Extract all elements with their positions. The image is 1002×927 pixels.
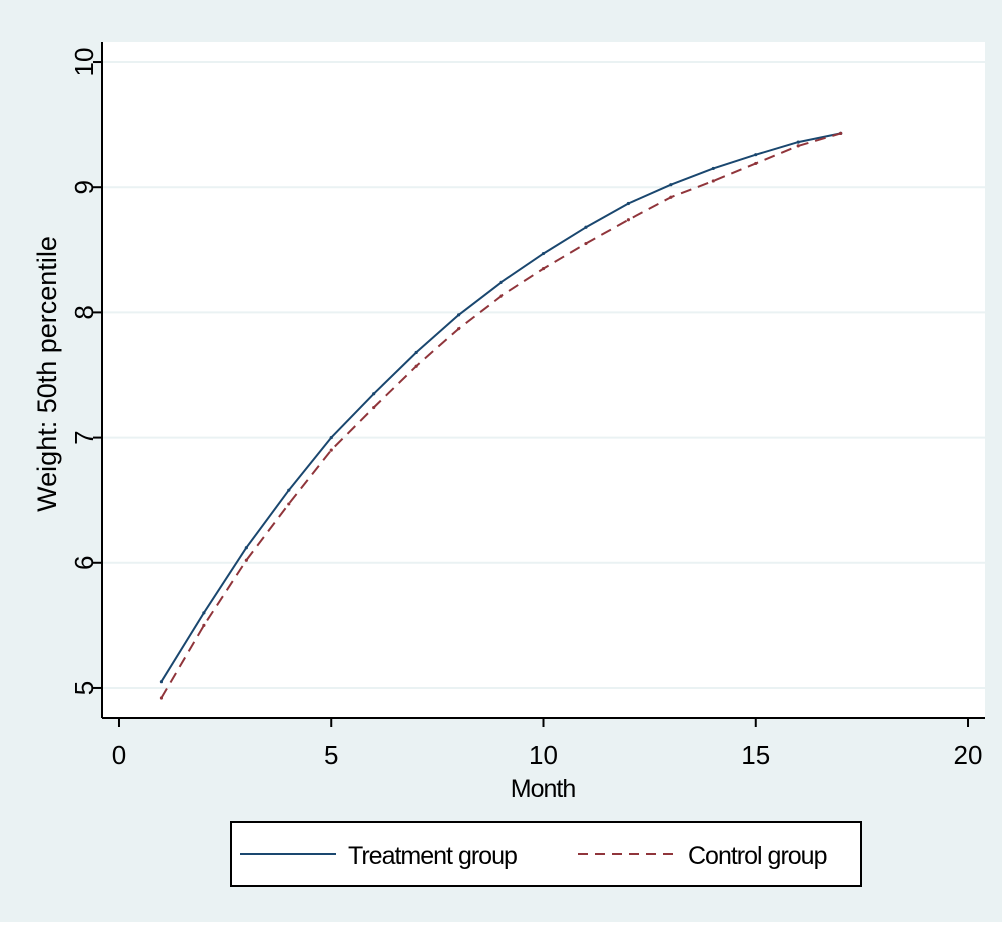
- data-point-control-7: [414, 364, 418, 368]
- y-tick-label-9: 9: [69, 180, 99, 194]
- data-point-treatment-3: [244, 546, 248, 550]
- data-point-control-11: [584, 241, 588, 246]
- series-lines: [159, 131, 843, 700]
- y-tick-label-7: 7: [69, 430, 99, 444]
- y-tick-label-8: 8: [69, 305, 99, 319]
- data-point-control-4: [287, 502, 291, 506]
- x-tick-label-0: 0: [112, 740, 126, 770]
- data-point-treatment-11: [584, 225, 588, 229]
- data-point-control-9: [499, 294, 503, 298]
- legend-label-treatment: Treatment group: [348, 842, 517, 870]
- data-point-treatment-12: [626, 201, 631, 206]
- y-tick-label-10: 10: [69, 48, 99, 77]
- axes: 5 6 7 8 9 10 0 5 10 15 20: [69, 42, 985, 770]
- y-tick-label-5: 5: [69, 681, 99, 695]
- y-axis-label: Weight: 50th percentile: [32, 236, 62, 512]
- data-point-control-17: [839, 131, 843, 135]
- data-point-treatment-8: [456, 313, 461, 317]
- x-tick-label-10: 10: [529, 740, 558, 770]
- data-point-control-2: [202, 623, 206, 627]
- data-point-control-10: [541, 266, 546, 271]
- data-point-control-5: [329, 448, 333, 452]
- data-point-control-13: [669, 195, 673, 199]
- data-point-treatment-7: [414, 350, 418, 355]
- data-point-control-8: [456, 327, 461, 331]
- data-point-treatment-13: [669, 183, 673, 187]
- data-point-treatment-9: [499, 280, 503, 284]
- legend: Treatment group Control group: [230, 821, 862, 887]
- data-point-control-14: [711, 179, 715, 183]
- data-point-treatment-4: [287, 488, 291, 492]
- legend-label-control: Control group: [688, 842, 827, 870]
- gridlines: [102, 61, 985, 689]
- data-point-treatment-10: [541, 251, 546, 256]
- data-point-treatment-16: [796, 140, 800, 144]
- data-point-control-16: [796, 144, 800, 148]
- data-point-control-3: [244, 558, 248, 562]
- data-point-control-12: [626, 218, 631, 222]
- data-point-control-15: [754, 161, 758, 166]
- data-point-treatment-6: [372, 392, 376, 396]
- x-axis-label: Month: [511, 775, 576, 803]
- data-point-treatment-2: [202, 611, 206, 615]
- y-tick-label-6: 6: [69, 556, 99, 570]
- plot-area: [102, 42, 985, 718]
- x-tick-label-5: 5: [324, 740, 338, 770]
- data-point-treatment-15: [754, 153, 758, 157]
- data-point-control-1: [159, 696, 164, 700]
- data-point-treatment-5: [329, 435, 333, 440]
- x-tick-label-15: 15: [741, 740, 770, 770]
- data-point-control-6: [372, 405, 376, 410]
- data-point-treatment-14: [711, 166, 715, 171]
- data-point-treatment-1: [159, 680, 164, 684]
- x-tick-label-20: 20: [954, 740, 983, 770]
